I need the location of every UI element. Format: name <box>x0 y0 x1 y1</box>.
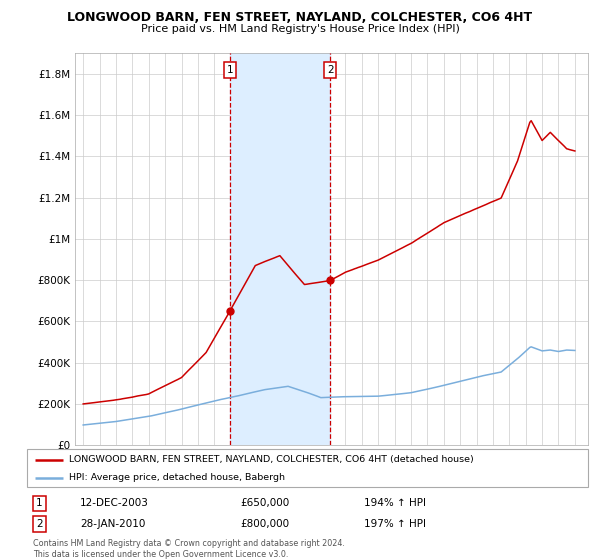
Text: LONGWOOD BARN, FEN STREET, NAYLAND, COLCHESTER, CO6 4HT (detached house): LONGWOOD BARN, FEN STREET, NAYLAND, COLC… <box>69 455 474 464</box>
FancyBboxPatch shape <box>27 449 588 487</box>
Bar <box>230 53 330 445</box>
Text: 1: 1 <box>36 498 43 508</box>
Text: £800,000: £800,000 <box>240 519 289 529</box>
Text: LONGWOOD BARN, FEN STREET, NAYLAND, COLCHESTER, CO6 4HT: LONGWOOD BARN, FEN STREET, NAYLAND, COLC… <box>67 11 533 24</box>
Text: £650,000: £650,000 <box>240 498 289 508</box>
Text: 12-DEC-2003: 12-DEC-2003 <box>80 498 149 508</box>
Text: Contains HM Land Registry data © Crown copyright and database right 2024.
This d: Contains HM Land Registry data © Crown c… <box>32 539 344 559</box>
Text: 1: 1 <box>227 65 233 74</box>
Text: 28-JAN-2010: 28-JAN-2010 <box>80 519 146 529</box>
Text: 2: 2 <box>327 65 334 74</box>
Text: Price paid vs. HM Land Registry's House Price Index (HPI): Price paid vs. HM Land Registry's House … <box>140 24 460 34</box>
Text: 194% ↑ HPI: 194% ↑ HPI <box>364 498 425 508</box>
Text: 2: 2 <box>36 519 43 529</box>
Text: 197% ↑ HPI: 197% ↑ HPI <box>364 519 425 529</box>
Text: HPI: Average price, detached house, Babergh: HPI: Average price, detached house, Babe… <box>69 473 285 482</box>
